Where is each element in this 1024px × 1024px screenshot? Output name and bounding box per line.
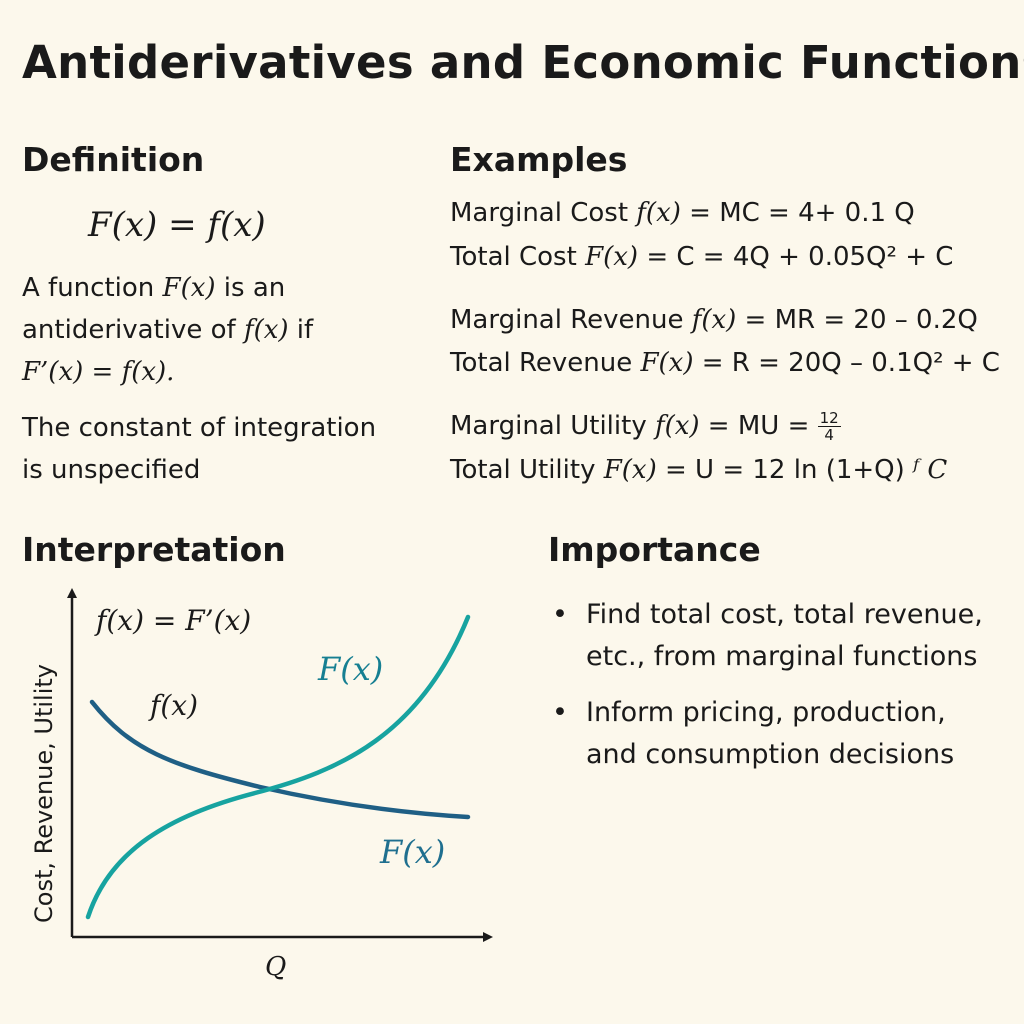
example-func: F(x) (640, 348, 694, 378)
F-curve-label-lower: F(x) (379, 833, 445, 871)
fraction-denominator: 4 (824, 426, 834, 444)
interpretation-graph: f(x) = F’(x) f(x) F(x) F(x) Cost, Revenu… (30, 588, 493, 982)
text-fragment: is an (215, 273, 286, 303)
importance-item-line-1: Find total cost, total revenue, (586, 599, 983, 630)
f-curve-label: f(x) (148, 689, 198, 722)
example-func: F(x) (603, 455, 657, 485)
example-row: Marginal Utility f(x) = MU = 12 4 (450, 410, 841, 443)
page-title: Antiderivatives and Economic Functions (22, 36, 1024, 89)
note-line-2: is unspecified (22, 455, 201, 485)
examples-heading: Examples (450, 140, 628, 179)
F-curve (85, 614, 471, 920)
interpretation-heading: Interpretation (22, 530, 286, 569)
math-fragment: F(x) (162, 273, 216, 303)
definition-line-3: F’(x) = f(x). (22, 357, 175, 387)
x-axis-label: Q (265, 952, 286, 982)
importance-list: • Find total cost, total revenue, etc., … (548, 594, 983, 790)
importance-heading: Importance (548, 530, 761, 569)
example-expr: = MC = 4+ 0.1 Q (680, 198, 915, 228)
importance-item: • Find total cost, total revenue, etc., … (548, 594, 983, 678)
definition-heading: Definition (22, 140, 205, 179)
example-expr: = MU = (699, 411, 818, 441)
definition-note: The constant of integration is unspecifi… (22, 407, 376, 491)
example-expr: = U = 12 ln (1+Q) (656, 455, 914, 485)
example-row: Total Revenue F(x) = R = 20Q – 0.1Q² + C (450, 348, 1000, 378)
text-fragment: A function (22, 273, 163, 303)
definition-formula: F(x) = f(x) (88, 205, 266, 245)
bullet-icon: • (552, 697, 568, 728)
example-label: Marginal Utility (450, 411, 655, 441)
importance-item-line-1: Inform pricing, production, (586, 697, 946, 728)
f-curve (89, 699, 471, 820)
example-label: Marginal Revenue (450, 305, 692, 335)
importance-item: • Inform pricing, production, and consum… (548, 692, 983, 776)
math-fragment: f(x) (243, 315, 289, 345)
note-line-1: The constant of integration (22, 413, 377, 443)
example-row: Marginal Revenue f(x) = MR = 20 – 0.2Q (450, 305, 978, 335)
definition-line-1: A function F(x) is an (22, 267, 313, 309)
example-label: Total Cost (450, 242, 586, 272)
example-row: Total Utility F(x) = U = 12 ln (1+Q) ᶠ C (450, 455, 947, 485)
example-row: Marginal Cost f(x) = MC = 4+ 0.1 Q (450, 198, 915, 228)
example-label: Marginal Cost (450, 198, 637, 228)
definition-paragraph: A function F(x) is an antiderivative of … (22, 267, 313, 393)
importance-item-line-2: etc., from marginal functions (586, 641, 978, 672)
example-label: Total Utility (450, 455, 604, 485)
example-expr: = C = 4Q + 0.05Q² + C (638, 242, 954, 272)
example-func: f(x) (636, 198, 681, 228)
example-row: Total Cost F(x) = C = 4Q + 0.05Q² + C (450, 242, 953, 272)
example-label: Total Revenue (450, 348, 641, 378)
fraction-numerator: 12 (817, 409, 841, 427)
example-func: f(x) (691, 305, 737, 335)
y-axis-label: Cost, Revenue, Utility (30, 664, 58, 923)
text-fragment: if (288, 315, 314, 345)
example-expr: = R = 20Q – 0.1Q² + C (693, 348, 1000, 378)
bullet-icon: • (552, 599, 568, 630)
F-curve-label-upper: F(x) (317, 650, 383, 688)
example-func: F(x) (585, 242, 639, 272)
importance-item-line-2: and consumption decisions (586, 739, 955, 770)
example-func: f(x) (654, 411, 700, 441)
text-fragment: antiderivative of (22, 315, 244, 345)
derivative-relation-label: f(x) = F’(x) (94, 604, 251, 637)
example-tail: ᶠ C (913, 455, 948, 485)
example-expr: = MR = 20 – 0.2Q (736, 305, 978, 335)
mu-fraction: 12 4 (817, 409, 841, 444)
definition-line-2: antiderivative of f(x) if (22, 309, 313, 351)
